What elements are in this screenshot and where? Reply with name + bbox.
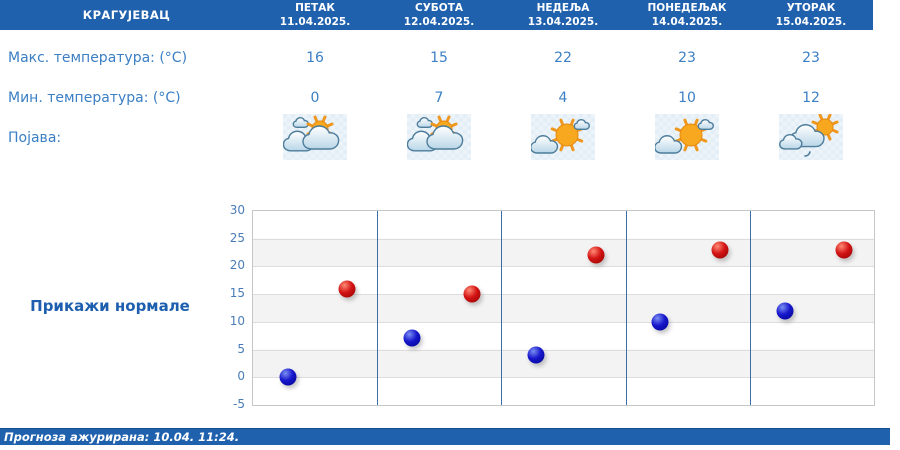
y-axis-tick-label: 15 <box>229 286 245 301</box>
forecast-header: КРАГУЈЕВАЦ ПЕТАК 11.04.2025. СУБОТА 12.04.2… <box>0 0 873 30</box>
y-axis-tick-label: 20 <box>229 258 245 273</box>
y-axis-tick-label: 30 <box>229 203 245 217</box>
min-temp-point <box>776 302 794 320</box>
day-date: 15.04.2025. <box>775 16 847 28</box>
day-column-header: ПОНЕДЕЉАК 14.04.2025. <box>625 1 749 29</box>
max-temp-point <box>835 241 853 259</box>
day-divider-line <box>377 211 378 405</box>
gridline <box>253 377 874 379</box>
day-name: СУБОТА <box>414 2 464 14</box>
day-date: 14.04.2025. <box>651 16 723 28</box>
min-temp-point <box>651 313 669 331</box>
day-divider-line <box>626 211 627 405</box>
max-temp-value: 23 <box>802 50 820 66</box>
min-temp-value: 10 <box>678 90 696 106</box>
show-normals-button[interactable]: Прикажи нормале <box>30 297 190 315</box>
y-axis-tick-label: 25 <box>229 230 245 245</box>
gridline <box>253 349 874 351</box>
day-name: ПОНЕДЕЉАК <box>647 2 727 14</box>
min-temp-point <box>527 346 545 364</box>
gridline <box>253 294 874 296</box>
day-divider-line <box>750 211 751 405</box>
y-axis-tick-label: 5 <box>237 341 245 356</box>
y-axis-tick-label: -5 <box>233 397 245 411</box>
max-temp-value: 16 <box>306 50 324 66</box>
mostly-sunny-icon <box>531 114 595 160</box>
day-date: 13.04.2025. <box>527 16 599 28</box>
max-temp-point <box>338 280 356 298</box>
partly-cloudy-icon <box>283 114 347 160</box>
gridline <box>253 321 874 323</box>
day-name: ПЕТАК <box>295 2 335 14</box>
sun-cloud-drizzle-icon <box>779 114 843 160</box>
min-temp-point <box>279 368 297 386</box>
mostly-sunny-icon <box>655 114 719 160</box>
min-temp-label: Мин. температура: (°C) <box>8 90 181 106</box>
max-temp-value: 15 <box>430 50 448 66</box>
footer-bar: Прогноза ажурирана: 10.04. 11:24. <box>0 428 890 445</box>
max-temp-point <box>463 285 481 303</box>
day-column-header: УТОРАК 15.04.2025. <box>749 1 873 29</box>
max-temp-label: Макс. температура: (°C) <box>8 50 188 66</box>
day-divider-line <box>501 211 502 405</box>
day-column-header: ПЕТАК 11.04.2025. <box>253 1 377 29</box>
min-temp-value: 0 <box>310 90 320 106</box>
location-label: КРАГУЈЕВАЦ <box>82 8 171 22</box>
day-date: 12.04.2025. <box>403 16 475 28</box>
max-temp-point <box>711 241 729 259</box>
day-column-header: СУБОТА 12.04.2025. <box>377 1 501 29</box>
max-temp-value: 22 <box>554 50 572 66</box>
y-axis-tick-label: 0 <box>237 369 245 384</box>
day-column-header: НЕДЕЉА 13.04.2025. <box>501 1 625 29</box>
gridline <box>253 238 874 240</box>
min-temp-value: 7 <box>434 90 444 106</box>
phenomenon-label: Појава: <box>8 130 62 146</box>
day-name: НЕДЕЉА <box>536 2 590 14</box>
min-temp-value: 4 <box>558 90 568 106</box>
day-date: 11.04.2025. <box>279 16 351 28</box>
y-axis-tick-label: 10 <box>229 313 245 328</box>
partly-cloudy-icon <box>407 114 471 160</box>
min-temp-point <box>403 329 421 347</box>
max-temp-point <box>587 246 605 264</box>
temperature-chart <box>252 210 875 406</box>
day-name: УТОРАК <box>786 2 836 14</box>
max-temp-value: 23 <box>678 50 696 66</box>
min-temp-value: 12 <box>802 90 820 106</box>
forecast-updated-text: Прогноза ажурирана: 10.04. 11:24. <box>4 430 240 444</box>
gridline <box>253 266 874 268</box>
